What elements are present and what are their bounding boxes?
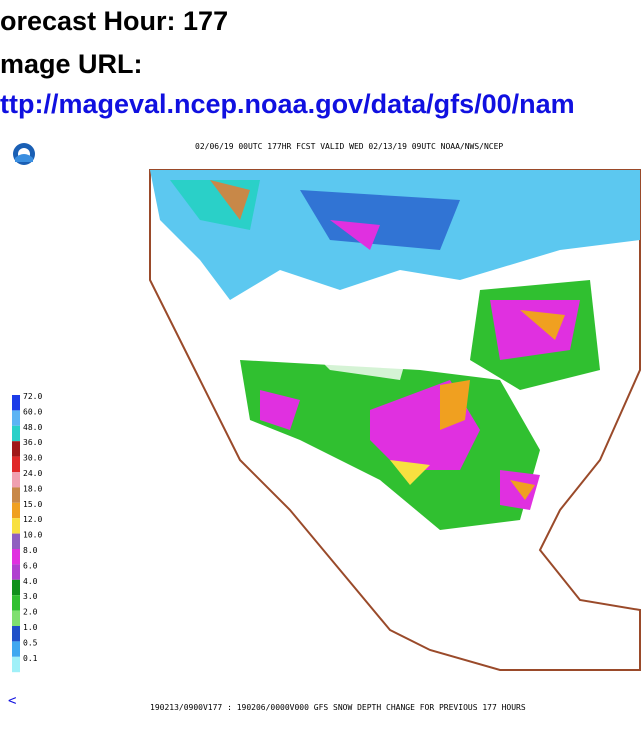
legend-swatch	[12, 472, 20, 488]
map-image: 02/06/19 00UTC 177HR FCST VALID WED 02/1…	[8, 142, 641, 712]
legend-label: 8.0	[23, 546, 38, 555]
legend-label: 4.0	[23, 577, 38, 586]
map-title: 02/06/19 00UTC 177HR FCST VALID WED 02/1…	[195, 142, 503, 151]
legend-swatch	[12, 656, 20, 673]
image-url-label: mage URL:	[0, 49, 143, 79]
legend: 72.0 60.0 48.0 36.0 30.0 24.0 18.0 15.0 12.0 10.0…	[12, 392, 42, 673]
legend-swatch	[12, 395, 20, 411]
legend-swatch	[12, 425, 20, 442]
legend-swatch	[12, 641, 20, 657]
legend-swatch	[12, 564, 20, 580]
legend-label: 1.0	[23, 623, 38, 632]
legend-label: 60.0	[23, 407, 42, 416]
legend-label: 10.0	[23, 531, 42, 540]
legend-label: 18.0	[23, 484, 42, 493]
legend-label: 15.0	[23, 500, 42, 509]
legend-label: 36.0	[23, 438, 42, 447]
legend-label: 72.0	[23, 392, 42, 401]
legend-swatch	[12, 549, 20, 565]
nav-arrow[interactable]: <	[8, 693, 16, 709]
legend-swatch	[12, 518, 20, 534]
legend-swatch	[12, 441, 20, 457]
image-url[interactable]: ttp://mageval.ncep.noaa.gov/data/gfs/00/…	[0, 89, 575, 119]
legend-swatch	[12, 610, 20, 626]
legend-label: 0.5	[23, 638, 38, 647]
legend-label: 24.0	[23, 469, 42, 478]
legend-swatch	[12, 579, 20, 596]
noaa-logo	[13, 143, 35, 165]
forecast-hour: orecast Hour: 177	[0, 6, 229, 36]
legend-label: 3.0	[23, 592, 38, 601]
legend-swatch	[12, 595, 20, 611]
map-footer: 190213/0900V177 : 190206/0000V000 GFS SN…	[150, 703, 526, 712]
legend-swatch	[12, 487, 20, 503]
legend-swatch	[12, 626, 20, 642]
legend-swatch	[12, 502, 20, 519]
legend-label: 2.0	[23, 608, 38, 617]
legend-label: 48.0	[23, 423, 42, 432]
legend-label: 0.1	[23, 654, 38, 663]
legend-label: 30.0	[23, 454, 42, 463]
legend-label: 6.0	[23, 561, 38, 570]
map-area	[149, 169, 641, 671]
legend-label: 12.0	[23, 515, 42, 524]
legend-swatch	[12, 456, 20, 472]
legend-swatch	[12, 533, 20, 549]
legend-swatch	[12, 410, 20, 426]
